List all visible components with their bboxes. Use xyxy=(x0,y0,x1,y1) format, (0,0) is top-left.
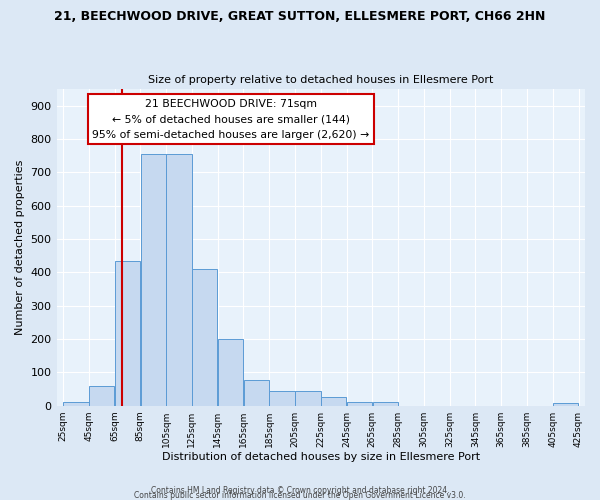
Bar xyxy=(89,386,115,406)
Bar xyxy=(244,380,269,406)
Y-axis label: Number of detached properties: Number of detached properties xyxy=(15,160,25,335)
Text: 21, BEECHWOOD DRIVE, GREAT SUTTON, ELLESMERE PORT, CH66 2HN: 21, BEECHWOOD DRIVE, GREAT SUTTON, ELLES… xyxy=(55,10,545,23)
Text: Contains HM Land Registry data © Crown copyright and database right 2024.: Contains HM Land Registry data © Crown c… xyxy=(151,486,449,495)
X-axis label: Distribution of detached houses by size in Ellesmere Port: Distribution of detached houses by size … xyxy=(162,452,480,462)
Bar xyxy=(553,403,578,406)
Bar xyxy=(218,339,243,406)
Bar xyxy=(63,402,89,406)
Text: 21 BEECHWOOD DRIVE: 71sqm
← 5% of detached houses are smaller (144)
95% of semi-: 21 BEECHWOOD DRIVE: 71sqm ← 5% of detach… xyxy=(92,98,370,140)
Bar xyxy=(347,402,372,406)
Bar xyxy=(373,402,398,406)
Bar xyxy=(140,154,166,406)
Bar xyxy=(269,390,295,406)
Bar xyxy=(166,154,191,406)
Bar xyxy=(321,398,346,406)
Title: Size of property relative to detached houses in Ellesmere Port: Size of property relative to detached ho… xyxy=(148,76,493,86)
Bar xyxy=(295,390,320,406)
Text: Contains public sector information licensed under the Open Government Licence v3: Contains public sector information licen… xyxy=(134,491,466,500)
Bar xyxy=(192,269,217,406)
Bar xyxy=(115,260,140,406)
